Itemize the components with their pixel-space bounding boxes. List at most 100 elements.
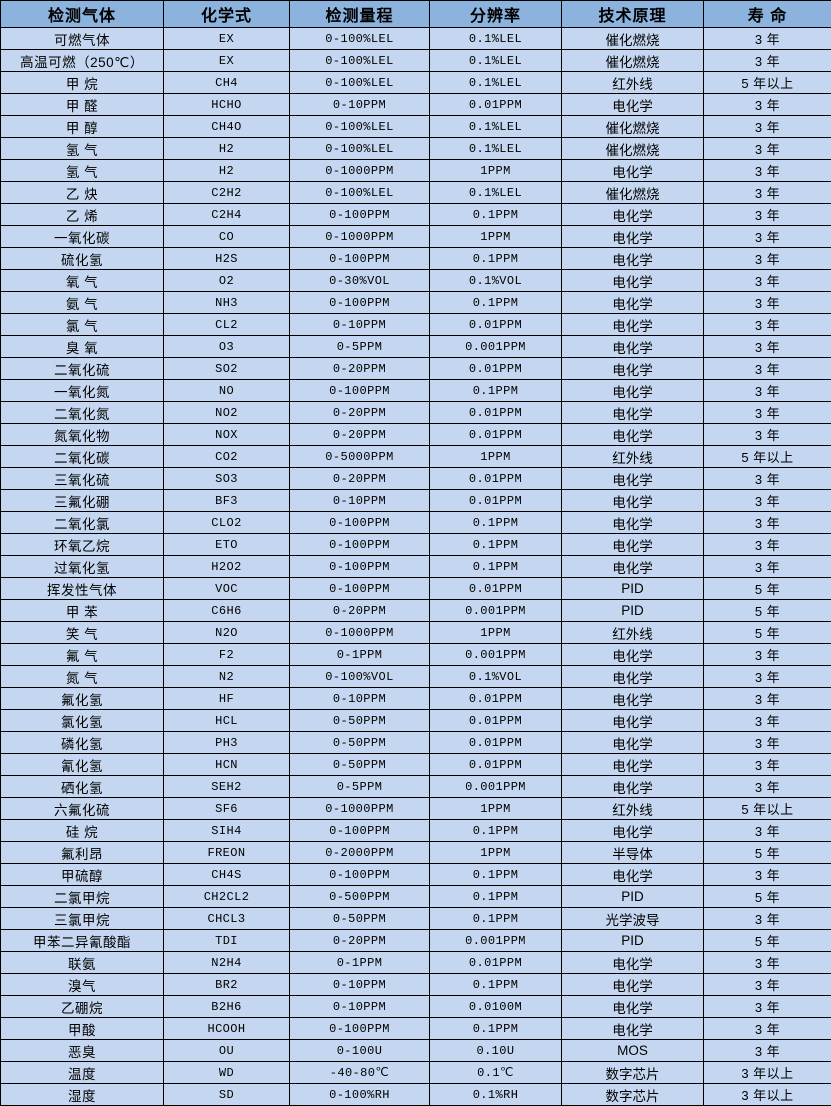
cell-range: 0-100PPM	[290, 248, 430, 270]
cell-gas: 联氨	[1, 952, 164, 974]
cell-tech: 电化学	[562, 688, 704, 710]
cell-gas: 甲 苯	[1, 600, 164, 622]
cell-resolution: 0.1PPM	[430, 864, 562, 886]
cell-tech: 电化学	[562, 974, 704, 996]
cell-gas: 氮 气	[1, 666, 164, 688]
cell-resolution: 0.1%RH	[430, 1084, 562, 1106]
cell-resolution: 0.01PPM	[430, 468, 562, 490]
cell-formula: BF3	[164, 490, 290, 512]
cell-resolution: 0.1%LEL	[430, 50, 562, 72]
cell-gas: 甲 醛	[1, 94, 164, 116]
cell-life: 3 年	[704, 336, 831, 358]
cell-resolution: 0.001PPM	[430, 644, 562, 666]
cell-range: 0-100PPM	[290, 1018, 430, 1040]
cell-life: 5 年	[704, 600, 831, 622]
cell-life: 5 年	[704, 842, 831, 864]
column-header-resolution: 分辨率	[430, 1, 562, 28]
cell-life: 3 年	[704, 270, 831, 292]
cell-tech: 红外线	[562, 798, 704, 820]
cell-formula: HCOOH	[164, 1018, 290, 1040]
cell-life: 3 年	[704, 754, 831, 776]
cell-resolution: 1PPM	[430, 226, 562, 248]
cell-resolution: 0.1PPM	[430, 908, 562, 930]
cell-life: 3 年以上	[704, 1062, 831, 1084]
cell-gas: 甲苯二异氰酸酯	[1, 930, 164, 952]
header-row: 检测气体 化学式 检测量程 分辨率 技术原理 寿 命	[1, 1, 831, 28]
cell-life: 3 年以上	[704, 1084, 831, 1106]
cell-tech: 电化学	[562, 94, 704, 116]
cell-formula: TDI	[164, 930, 290, 952]
cell-resolution: 0.1PPM	[430, 886, 562, 908]
cell-formula: SO2	[164, 358, 290, 380]
cell-resolution: 0.1PPM	[430, 248, 562, 270]
cell-gas: 氨 气	[1, 292, 164, 314]
cell-formula: O3	[164, 336, 290, 358]
cell-gas: 恶臭	[1, 1040, 164, 1062]
cell-tech: 催化燃烧	[562, 138, 704, 160]
cell-range: 0-10PPM	[290, 490, 430, 512]
cell-resolution: 0.01PPM	[430, 94, 562, 116]
cell-resolution: 0.1PPM	[430, 1018, 562, 1040]
cell-formula: N2H4	[164, 952, 290, 974]
cell-range: 0-100%LEL	[290, 138, 430, 160]
cell-formula: SIH4	[164, 820, 290, 842]
cell-range: 0-100PPM	[290, 380, 430, 402]
cell-life: 3 年	[704, 710, 831, 732]
cell-tech: 电化学	[562, 776, 704, 798]
cell-formula: SD	[164, 1084, 290, 1106]
cell-formula: HCN	[164, 754, 290, 776]
cell-tech: PID	[562, 886, 704, 908]
cell-gas: 氢 气	[1, 160, 164, 182]
cell-tech: 电化学	[562, 996, 704, 1018]
cell-tech: MOS	[562, 1040, 704, 1062]
cell-life: 5 年以上	[704, 446, 831, 468]
cell-resolution: 0.001PPM	[430, 336, 562, 358]
cell-tech: 电化学	[562, 490, 704, 512]
cell-life: 3 年	[704, 820, 831, 842]
cell-range: 0-1000PPM	[290, 798, 430, 820]
cell-range: 0-20PPM	[290, 600, 430, 622]
cell-gas: 乙 烯	[1, 204, 164, 226]
cell-range: 0-30%VOL	[290, 270, 430, 292]
cell-life: 5 年以上	[704, 72, 831, 94]
cell-gas: 三氯甲烷	[1, 908, 164, 930]
cell-life: 3 年	[704, 50, 831, 72]
cell-life: 5 年	[704, 622, 831, 644]
cell-tech: 电化学	[562, 666, 704, 688]
cell-gas: 温度	[1, 1062, 164, 1084]
cell-tech: 催化燃烧	[562, 50, 704, 72]
cell-formula: SO3	[164, 468, 290, 490]
cell-life: 5 年	[704, 930, 831, 952]
cell-tech: 电化学	[562, 644, 704, 666]
cell-tech: 电化学	[562, 1018, 704, 1040]
cell-range: 0-1000PPM	[290, 622, 430, 644]
cell-resolution: 0.01PPM	[430, 710, 562, 732]
cell-formula: CH4	[164, 72, 290, 94]
cell-gas: 氟 气	[1, 644, 164, 666]
cell-life: 5 年	[704, 886, 831, 908]
cell-resolution: 0.01PPM	[430, 490, 562, 512]
cell-formula: H2	[164, 138, 290, 160]
cell-range: 0-100PPM	[290, 578, 430, 600]
cell-gas: 笑 气	[1, 622, 164, 644]
cell-life: 3 年	[704, 160, 831, 182]
cell-formula: FREON	[164, 842, 290, 864]
cell-life: 3 年	[704, 138, 831, 160]
cell-gas: 氯 气	[1, 314, 164, 336]
